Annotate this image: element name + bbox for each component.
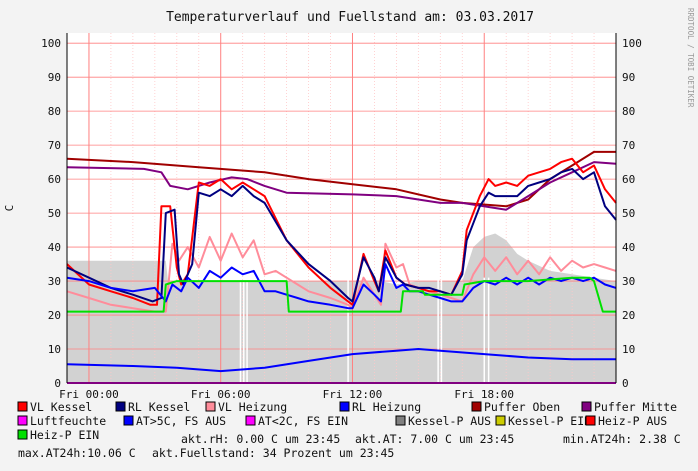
legend-swatch-puffer_mitte xyxy=(581,401,592,412)
legend-swatch-heiz_p_aus xyxy=(585,415,596,426)
y-tick-label-left: 20 xyxy=(48,309,61,322)
y-tick-label-right: 10 xyxy=(622,343,635,356)
series-fuellstand-area xyxy=(67,233,616,383)
y-tick-label-left: 50 xyxy=(48,207,61,220)
status-text: akt.rH: 0.00 C um 23:45 akt.AT: 7.00 C u… xyxy=(18,432,681,460)
status-max: max.AT24h:10.06 C xyxy=(18,446,136,460)
y-tick-label-left: 90 xyxy=(48,71,61,84)
x-tick-label: Fri 18:00 xyxy=(454,388,514,401)
legend-label-at_gt5: AT>5C, FS AUS xyxy=(136,414,226,428)
axis-layer: 0 0 10 10 20 20 30 30 40 40 50 50 60 60 70 70 80 80 90 90 10… xyxy=(41,33,642,401)
legend-label-heiz_p_ein: Heiz-P EIN xyxy=(30,428,99,442)
x-tick-label: Fri 12:00 xyxy=(323,388,383,401)
series-rl_kessel-line xyxy=(66,167,617,303)
legend-swatch-rl_kessel xyxy=(115,401,126,412)
legend-label-kessel_p_ein: Kessel-P EIN xyxy=(508,414,591,428)
legend-label-heiz_p_aus: Heiz-P AUS xyxy=(598,414,667,428)
status-at: akt.AT: 7.00 C um 23:45 xyxy=(355,432,514,446)
legend-swatch-at_lt2 xyxy=(245,415,256,426)
x-tick-label: Fri 06:00 xyxy=(191,388,251,401)
y-tick-label-left: 0 xyxy=(54,377,61,390)
y-tick-label-right: 0 xyxy=(622,377,629,390)
series-puffer_mitte-line xyxy=(66,161,617,211)
y-tick-label-left: 70 xyxy=(48,139,61,152)
y-tick-label-right: 40 xyxy=(622,241,635,254)
legend-swatch-kessel_p_aus xyxy=(395,415,406,426)
legend-label-vl_kessel: VL Kessel xyxy=(30,400,92,414)
legend-swatch-at_gt5 xyxy=(123,415,134,426)
legend-label-kessel_p_aus: Kessel-P AUS xyxy=(408,414,491,428)
legend-swatch-vl_heizung xyxy=(205,401,216,412)
y-tick-label-right: 80 xyxy=(622,105,635,118)
series-rl_heizung-line xyxy=(66,263,617,310)
legend-swatch-heiz_p_ein xyxy=(17,429,28,440)
legend-label-puffer_oben: Puffer Oben xyxy=(484,400,560,414)
y-tick-label-right: 60 xyxy=(622,173,635,186)
plot-area: 0 0 10 10 20 20 30 30 40 40 50 50 60 60 70 70 80 80 90 90 10… xyxy=(41,33,642,401)
y-tick-label-left: 10 xyxy=(48,343,61,356)
y-tick-label-right: 20 xyxy=(622,309,635,322)
legend-swatch-luftfeuchte xyxy=(17,415,28,426)
series-at_gt5-line xyxy=(66,348,616,373)
y-tick-label-left: 80 xyxy=(48,105,61,118)
series-heiz_p_ein-line xyxy=(67,276,616,313)
status-fuellstand: akt.Fuellstand: 34 Prozent um 23:45 xyxy=(152,446,394,460)
legend-label-at_lt2: AT<2C, FS EIN xyxy=(258,414,348,428)
y-tick-label-left: 60 xyxy=(48,173,61,186)
legend-swatch-kessel_p_ein xyxy=(495,415,506,426)
legend-label-rl_kessel: RL Kessel xyxy=(128,400,190,414)
area-layer xyxy=(67,233,616,383)
series-vl_kessel-line xyxy=(66,157,617,306)
legend-swatch-rl_heizung xyxy=(339,401,350,412)
rrdtool-watermark: RRDTOOL / TOBI OETIKER xyxy=(686,8,695,108)
y-tick-label-right: 30 xyxy=(622,275,635,288)
legend-swatch-puffer_oben xyxy=(471,401,482,412)
legend-label-puffer_mitte: Puffer Mitte xyxy=(594,400,677,414)
legend-label-luftfeuchte: Luftfeuchte xyxy=(30,414,106,428)
status-rh: akt.rH: 0.00 C um 23:45 xyxy=(181,432,340,446)
y-tick-label-left: 40 xyxy=(48,241,61,254)
y-tick-label-right: 90 xyxy=(622,71,635,84)
legend-label-rl_heizung: RL Heizung xyxy=(352,400,421,414)
y-tick-label-right: 70 xyxy=(622,139,635,152)
y-tick-label-right: 50 xyxy=(622,207,635,220)
series-puffer_oben-line xyxy=(66,150,616,208)
y-tick-label-right: 100 xyxy=(622,37,642,50)
legend-label-vl_heizung: VL Heizung xyxy=(218,400,287,414)
x-tick-label: Fri 00:00 xyxy=(59,388,119,401)
y-axis-label: C xyxy=(3,205,16,212)
legend: VL Kessel RL Kessel VL Heizung RL Heizung Pu… xyxy=(17,400,677,442)
chart-title: Temperaturverlauf und Fuellstand am: 03.… xyxy=(166,10,534,25)
legend-swatch-vl_kessel xyxy=(17,401,28,412)
status-min: min.AT24h: 2.38 C xyxy=(563,432,681,446)
y-tick-label-left: 100 xyxy=(41,37,61,50)
y-tick-label-left: 30 xyxy=(48,275,61,288)
